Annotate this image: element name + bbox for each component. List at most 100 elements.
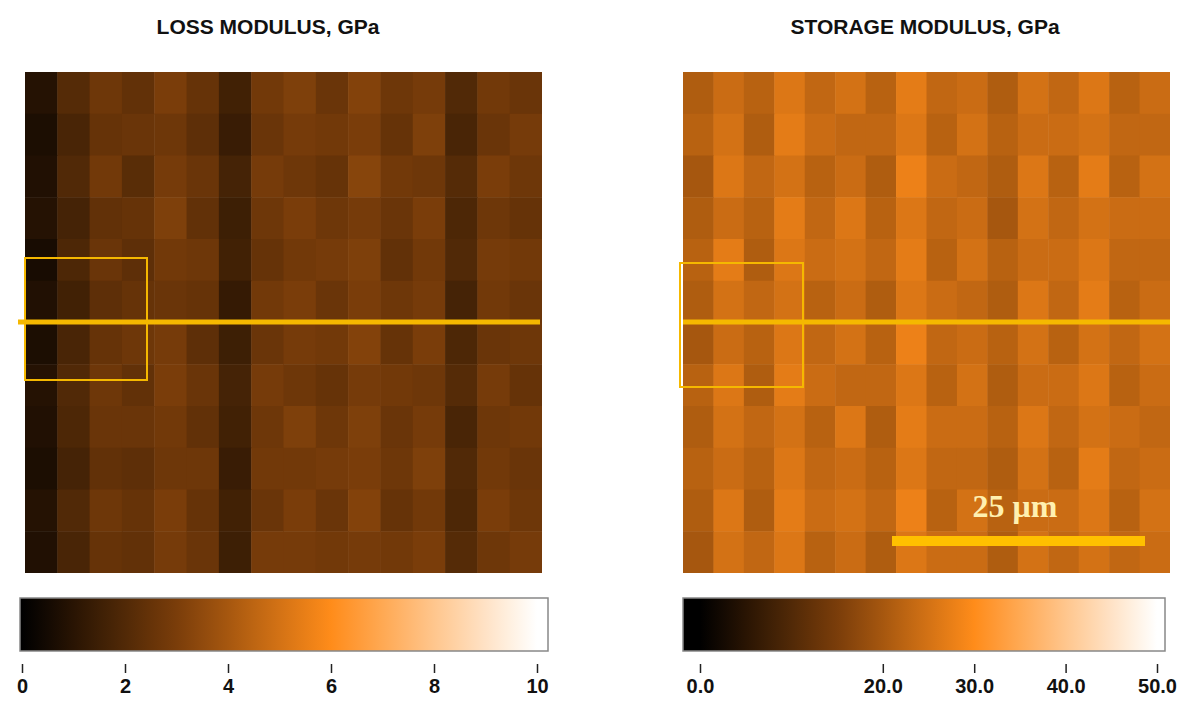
heatmap-cell xyxy=(187,406,220,448)
heatmap-cell xyxy=(744,490,775,532)
heatmap-cell xyxy=(866,197,897,239)
scale-label: 25 μm xyxy=(973,488,1058,524)
heatmap-cell xyxy=(987,323,1018,365)
heatmap-cell xyxy=(251,364,284,406)
heatmap-cell xyxy=(927,364,958,406)
heatmap-cell xyxy=(1079,72,1110,114)
colorbar-tick: 30.0 xyxy=(955,664,994,697)
heatmap-cell xyxy=(1079,323,1110,365)
heatmap-cell xyxy=(284,239,317,281)
heatmap-cell xyxy=(866,114,897,156)
heatmap-cell xyxy=(445,156,478,198)
heatmap-cell xyxy=(744,364,775,406)
heatmap-cell xyxy=(187,364,220,406)
heatmap-cell xyxy=(1048,406,1079,448)
heatmap-cell xyxy=(896,72,927,114)
heatmap-cell xyxy=(510,531,542,573)
heatmap-cell xyxy=(90,448,123,490)
heatmap-cell xyxy=(1140,364,1170,406)
heatmap-cell xyxy=(957,114,988,156)
colorbar-tick-mark xyxy=(434,664,436,673)
heatmap-cell xyxy=(683,323,714,365)
heatmap-cell xyxy=(1048,114,1079,156)
heatmap-cell xyxy=(25,490,58,532)
heatmap-cell xyxy=(348,114,381,156)
heatmap-cell xyxy=(683,197,714,239)
heatmap-cell xyxy=(1109,406,1140,448)
heatmap-cell xyxy=(413,531,446,573)
colorbar-tick-mark xyxy=(537,664,539,673)
heatmap-cell xyxy=(987,448,1018,490)
heatmap-cell xyxy=(477,490,510,532)
colorbar-tick-mark xyxy=(331,664,333,673)
heatmap-cell xyxy=(774,197,805,239)
colorbar-tick-label: 30.0 xyxy=(955,675,994,697)
heatmap-cell xyxy=(987,197,1018,239)
heatmap-cell xyxy=(1018,197,1049,239)
heatmap-cell xyxy=(957,364,988,406)
heatmap-cell xyxy=(25,72,58,114)
heatmap-cell xyxy=(219,406,252,448)
heatmap-cell xyxy=(25,364,58,406)
heatmap-cell xyxy=(683,156,714,198)
heatmap-cell xyxy=(1018,239,1049,281)
heatmap-cell xyxy=(744,406,775,448)
heatmap-cell xyxy=(380,239,413,281)
heatmap-cell xyxy=(987,364,1018,406)
heatmap-cell xyxy=(477,156,510,198)
heatmap-cell xyxy=(445,197,478,239)
heatmap-cell xyxy=(896,197,927,239)
heatmap-cell xyxy=(90,72,123,114)
heatmap-cell xyxy=(251,114,284,156)
heatmap-cell xyxy=(510,323,542,365)
heatmap-cell xyxy=(348,72,381,114)
colorbar-tick-mark xyxy=(228,664,230,673)
heatmap-cell xyxy=(1109,197,1140,239)
heatmap-cell xyxy=(348,448,381,490)
heatmap-cell xyxy=(1079,114,1110,156)
heatmap-cell xyxy=(25,448,58,490)
heatmap-cell xyxy=(380,114,413,156)
heatmap-cell xyxy=(927,72,958,114)
heatmap-cell xyxy=(896,406,927,448)
heatmap-cell xyxy=(90,490,123,532)
heatmap-cell xyxy=(251,281,284,323)
colorbar-tick-label: 0.0 xyxy=(687,675,715,697)
heatmap-cell xyxy=(896,239,927,281)
heatmap-cell xyxy=(713,156,744,198)
heatmap-cell xyxy=(57,490,90,532)
heatmap-cell xyxy=(219,72,252,114)
heatmap-cell xyxy=(219,281,252,323)
heatmap-cell xyxy=(957,448,988,490)
heatmap-cell xyxy=(805,406,836,448)
heatmap-cell xyxy=(413,114,446,156)
heatmap-cell xyxy=(927,156,958,198)
heatmap-cell xyxy=(477,72,510,114)
colorbar-tick-label: 2 xyxy=(120,675,131,697)
colorbar-tick: 50.0 xyxy=(1138,664,1177,697)
heatmap-cell xyxy=(122,239,155,281)
heatmap-cell xyxy=(510,156,542,198)
heatmap-cell xyxy=(1109,156,1140,198)
colorbar-tick-label: 4 xyxy=(223,675,235,697)
heatmap-cell xyxy=(90,114,123,156)
heatmap-cell xyxy=(866,281,897,323)
heatmap-cell xyxy=(316,281,349,323)
heatmap-cell xyxy=(187,531,220,573)
heatmap-cell xyxy=(122,323,155,365)
heatmap-cell xyxy=(154,239,187,281)
heatmap-cell xyxy=(284,490,317,532)
heatmap-cell xyxy=(1079,490,1110,532)
heatmap-cell xyxy=(57,448,90,490)
heatmap-cell xyxy=(154,406,187,448)
heatmap-cell xyxy=(1140,490,1170,532)
heatmap-cell xyxy=(477,197,510,239)
heatmap-cell xyxy=(477,281,510,323)
heatmap-cell xyxy=(805,281,836,323)
heatmap-cell xyxy=(219,197,252,239)
heatmap-cell xyxy=(251,239,284,281)
heatmap-cell xyxy=(774,406,805,448)
heatmap-cell xyxy=(683,364,714,406)
colorbar: 0246810 xyxy=(17,598,549,697)
heatmap-cell xyxy=(1140,197,1170,239)
